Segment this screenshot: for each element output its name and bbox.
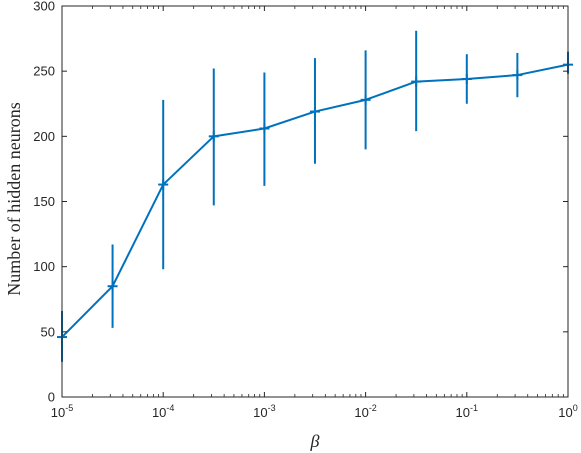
x-tick-label: 10-2 [354,403,376,420]
plot-area [57,30,573,362]
tick-labels: 0 50 100 150 200 250 300 10-5 10-4 10-3 10-2 10-1 10… [33,0,577,420]
x-tick-label: 10-3 [253,403,275,420]
x-tick-label: 100 [558,403,577,420]
y-tick-label: 50 [41,324,55,339]
y-tick-label: 150 [33,194,55,209]
y-axis-title: Number of hidden neurons [4,102,24,295]
x-tick-label: 10-4 [152,403,174,420]
x-tick-label: 10-5 [51,403,73,420]
y-tick-label: 0 [48,390,55,405]
y-tick-label: 100 [33,259,55,274]
y-tick-label: 200 [33,129,55,144]
x-tick-label: 10-1 [456,403,478,420]
axes [61,5,569,398]
x-axis-title: β [310,431,320,451]
y-tick-label: 300 [33,0,55,14]
y-tick-label: 250 [33,64,55,79]
